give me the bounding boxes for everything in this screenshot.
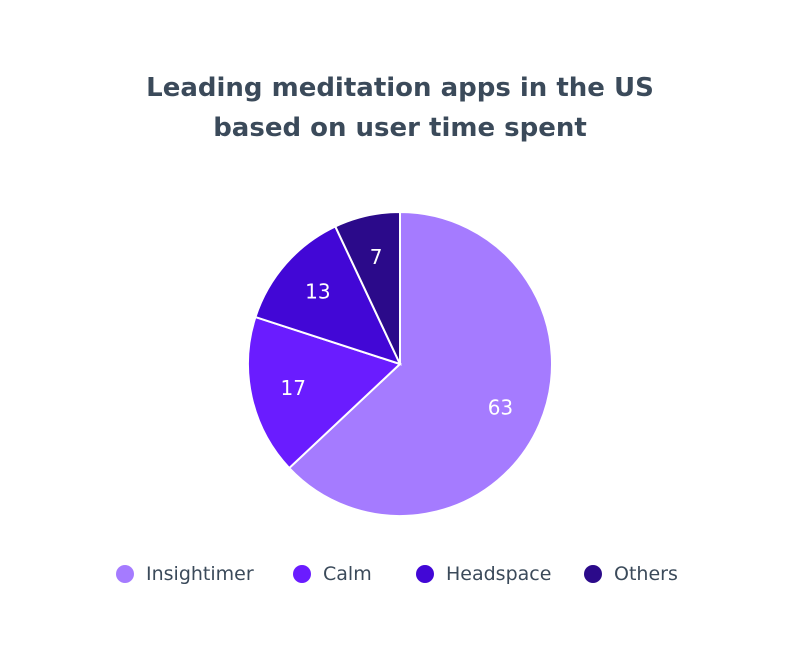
pie-slice-calm[interactable] <box>247 315 402 470</box>
pie-slice-insightimer[interactable] <box>287 210 553 517</box>
legend-item-calm[interactable]: Calm <box>293 560 372 588</box>
legend-item-others[interactable]: Others <box>584 560 678 588</box>
legend-label-insightimer: Insightimer <box>146 563 254 585</box>
pie-label-others: 7 <box>370 245 383 269</box>
legend-label-others: Others <box>614 563 678 585</box>
pie-labels: 63 17 13 7 <box>280 245 513 419</box>
pie-label-insightimer: 63 <box>488 395 513 419</box>
pie-label-headspace: 13 <box>305 280 330 304</box>
legend-swatch-calm <box>293 565 311 583</box>
legend: Insightimer Calm Headspace Others <box>0 560 800 588</box>
pie-slice-headspace[interactable] <box>254 225 402 366</box>
pie-slices <box>247 210 553 517</box>
chart-title-line-2: based on user time spent <box>213 113 587 143</box>
pie-label-calm: 17 <box>280 376 305 400</box>
legend-label-headspace: Headspace <box>446 563 552 585</box>
legend-swatch-others <box>584 565 602 583</box>
chart-title: Leading meditation apps in the US based … <box>0 68 800 148</box>
legend-swatch-insightimer <box>116 565 134 583</box>
chart-title-line-1: Leading meditation apps in the US <box>146 73 654 103</box>
legend-label-calm: Calm <box>323 563 372 585</box>
legend-swatch-headspace <box>416 565 434 583</box>
legend-item-insightimer[interactable]: Insightimer <box>116 560 254 588</box>
legend-item-headspace[interactable]: Headspace <box>416 560 551 588</box>
pie-slice-others[interactable] <box>333 210 401 365</box>
